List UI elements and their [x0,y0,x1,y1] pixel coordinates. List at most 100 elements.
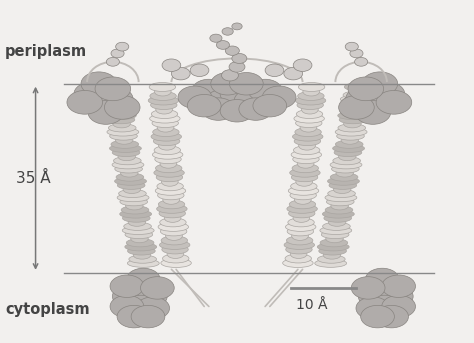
Ellipse shape [331,165,359,173]
Ellipse shape [330,161,362,169]
Ellipse shape [103,91,131,99]
Ellipse shape [323,251,341,259]
Ellipse shape [365,268,399,291]
Ellipse shape [109,132,137,140]
Ellipse shape [125,230,153,239]
Ellipse shape [127,268,160,291]
Ellipse shape [124,295,158,318]
Ellipse shape [333,185,351,193]
Ellipse shape [159,141,175,150]
Ellipse shape [290,191,316,200]
Ellipse shape [151,110,178,119]
Ellipse shape [290,249,307,258]
Ellipse shape [265,64,284,76]
Ellipse shape [116,42,129,51]
Ellipse shape [355,58,368,66]
Ellipse shape [248,79,282,102]
Ellipse shape [153,128,179,137]
Ellipse shape [128,259,159,267]
Ellipse shape [158,191,184,200]
Ellipse shape [109,124,136,132]
Ellipse shape [294,137,320,146]
Ellipse shape [292,173,318,182]
Ellipse shape [340,95,372,103]
Ellipse shape [157,182,183,191]
Ellipse shape [370,275,404,297]
Ellipse shape [111,140,138,149]
Ellipse shape [165,232,182,240]
Ellipse shape [344,120,361,128]
Ellipse shape [292,232,309,240]
Ellipse shape [222,28,233,35]
Ellipse shape [291,182,317,191]
Ellipse shape [327,198,354,206]
Ellipse shape [296,119,322,128]
Ellipse shape [161,236,188,245]
Ellipse shape [163,196,180,204]
Ellipse shape [285,222,316,232]
Ellipse shape [158,200,185,209]
Ellipse shape [109,144,141,152]
Text: cytoplasm: cytoplasm [5,302,90,317]
Ellipse shape [338,111,370,120]
Ellipse shape [150,114,180,123]
Ellipse shape [284,67,302,80]
Ellipse shape [115,136,133,144]
Ellipse shape [239,98,273,120]
Ellipse shape [154,137,180,146]
Ellipse shape [113,157,141,165]
Ellipse shape [343,91,371,99]
Ellipse shape [355,100,391,124]
Ellipse shape [379,285,413,308]
Ellipse shape [229,62,245,72]
Ellipse shape [190,64,209,76]
Ellipse shape [320,226,352,235]
Ellipse shape [116,173,144,181]
Ellipse shape [117,193,149,202]
Ellipse shape [129,255,156,263]
Ellipse shape [161,259,191,268]
Ellipse shape [289,209,315,218]
Ellipse shape [331,202,348,210]
Ellipse shape [291,150,321,159]
Ellipse shape [187,94,221,117]
Ellipse shape [322,210,354,218]
Ellipse shape [328,189,356,198]
Ellipse shape [344,83,372,91]
Ellipse shape [329,181,356,189]
Ellipse shape [111,49,124,58]
Ellipse shape [330,173,358,181]
Ellipse shape [293,155,319,164]
Ellipse shape [164,213,181,222]
Ellipse shape [299,141,315,150]
Ellipse shape [152,119,178,128]
Ellipse shape [341,136,359,144]
Ellipse shape [148,96,179,105]
Ellipse shape [210,34,222,42]
Ellipse shape [192,79,226,102]
Ellipse shape [115,177,146,185]
Ellipse shape [345,42,358,51]
Ellipse shape [120,210,152,218]
Ellipse shape [221,70,238,81]
Ellipse shape [217,40,229,49]
Ellipse shape [232,23,242,30]
Ellipse shape [120,169,138,177]
Ellipse shape [104,95,140,119]
Ellipse shape [298,83,325,92]
Ellipse shape [286,236,313,245]
Ellipse shape [105,99,132,107]
Ellipse shape [162,59,181,71]
Ellipse shape [110,103,128,111]
Ellipse shape [292,164,319,173]
Ellipse shape [97,87,133,111]
Ellipse shape [334,149,362,156]
Ellipse shape [298,92,324,100]
Ellipse shape [112,149,140,156]
Ellipse shape [326,235,343,243]
Ellipse shape [172,67,190,80]
Ellipse shape [288,218,314,227]
Ellipse shape [346,103,364,111]
Ellipse shape [106,58,119,66]
Ellipse shape [104,111,136,120]
